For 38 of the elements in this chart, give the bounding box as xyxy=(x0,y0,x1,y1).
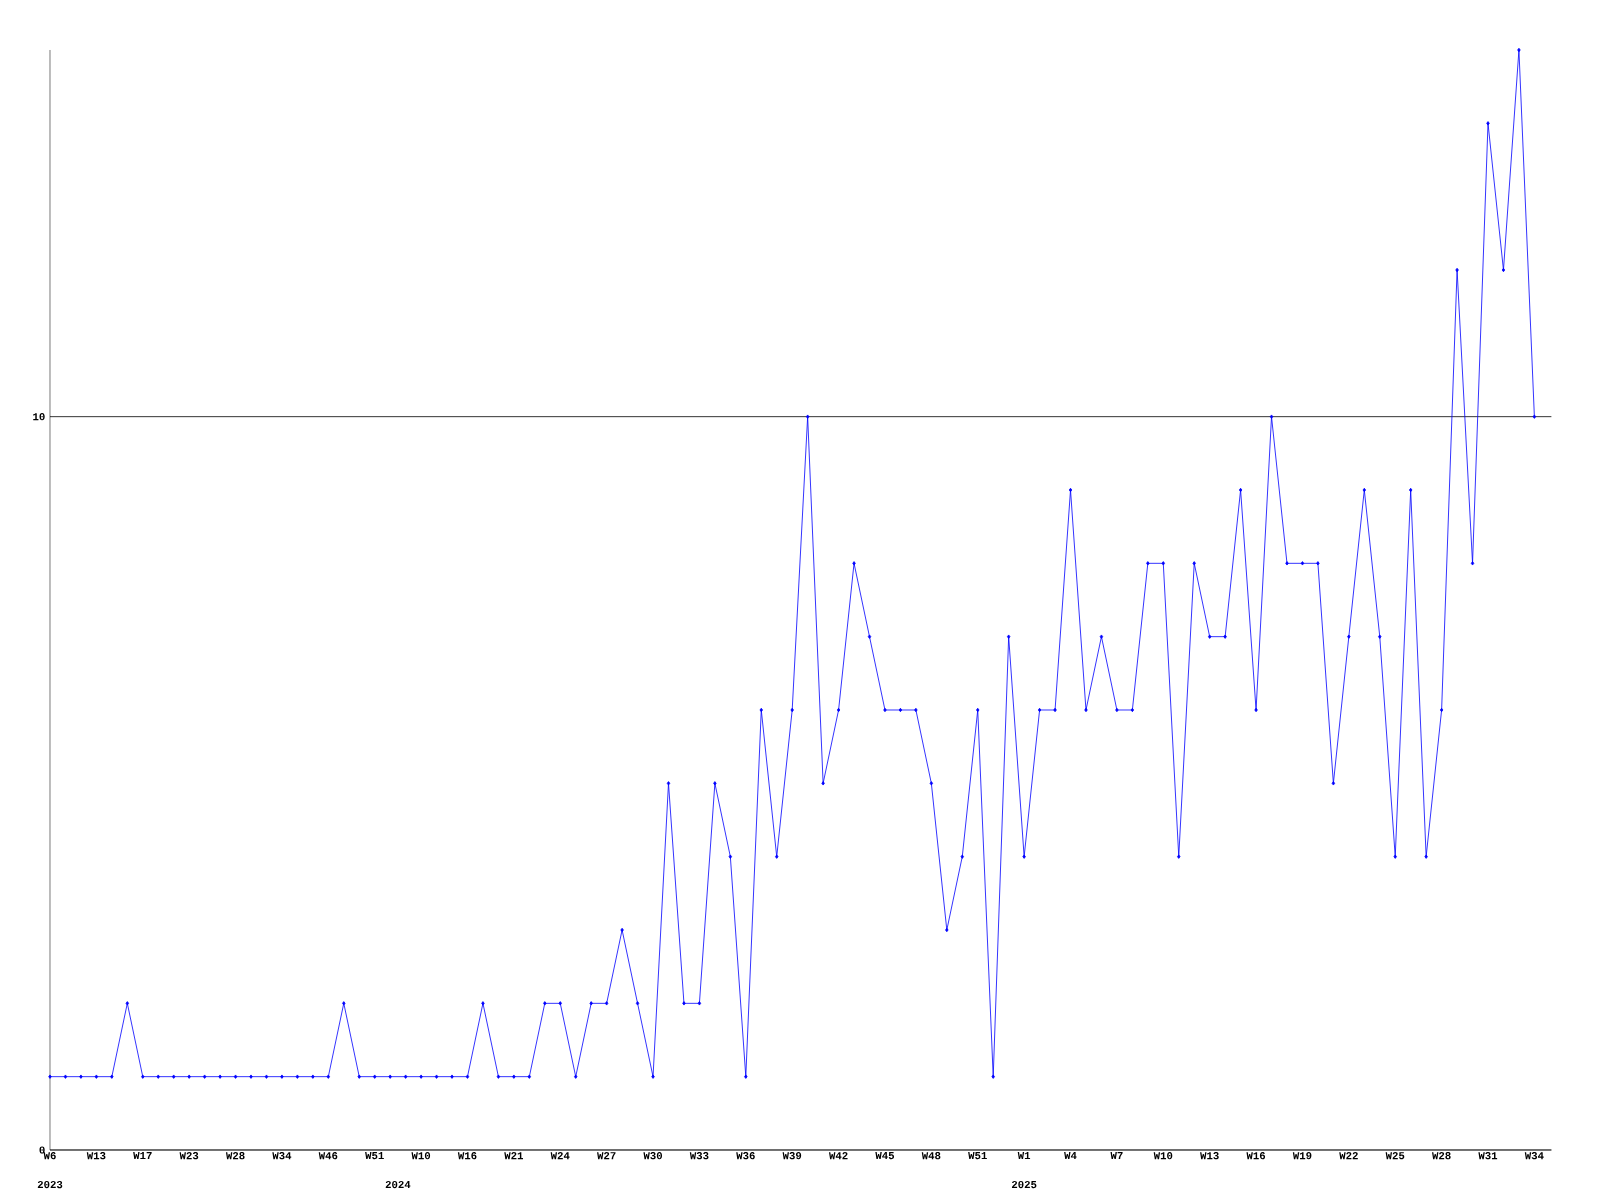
x-tick-label: W16 xyxy=(1246,1152,1266,1160)
x-tick-label: W30 xyxy=(643,1152,663,1160)
x-tick-label: W31 xyxy=(1478,1152,1498,1160)
x-tick-label: W16 xyxy=(457,1152,477,1160)
x-tick-label: W39 xyxy=(782,1152,802,1160)
x-tick-label: W1 xyxy=(1017,1152,1031,1160)
x-tick-label: W10 xyxy=(1153,1152,1173,1160)
x-tick-label: W46 xyxy=(318,1152,338,1160)
x-tick-label: W45 xyxy=(875,1152,895,1160)
y-tick-label: 0 xyxy=(39,1146,45,1154)
x-tick-label: W28 xyxy=(1432,1152,1451,1160)
text: 2025 xyxy=(1011,1180,1037,1189)
x-tick-label: W36 xyxy=(736,1152,755,1160)
x-tick-label: W6 xyxy=(43,1152,56,1160)
text: 2024 xyxy=(385,1180,411,1189)
x-tick-label: W13 xyxy=(1200,1152,1219,1160)
x-tick-label: W4 xyxy=(1064,1152,1077,1160)
text: 2023 xyxy=(37,1180,63,1189)
y-tick-label: 10 xyxy=(33,413,45,421)
x-tick-label: W25 xyxy=(1385,1152,1405,1160)
x-tick-label: W7 xyxy=(1110,1152,1123,1160)
x-tick-label: W48 xyxy=(921,1152,941,1160)
x-tick-label: W13 xyxy=(86,1152,106,1160)
x-tick-label: W21 xyxy=(504,1152,524,1160)
x-tick-label: W17 xyxy=(133,1152,152,1160)
x-tick-label: W10 xyxy=(411,1152,431,1160)
x-tick-label: W34 xyxy=(1524,1152,1544,1160)
x-tick-label: W51 xyxy=(365,1152,384,1160)
x-tick-label: W34 xyxy=(272,1152,292,1160)
x-tick-label: W24 xyxy=(550,1152,570,1160)
x-tick-label: W51 xyxy=(968,1152,987,1160)
x-tick-label: W42 xyxy=(828,1152,848,1160)
x-tick-label: W23 xyxy=(179,1152,199,1160)
x-tick-label: W27 xyxy=(597,1152,616,1160)
x-tick-label: W33 xyxy=(689,1152,709,1160)
x-tick-label: W19 xyxy=(1292,1152,1312,1160)
x-tick-label: W22 xyxy=(1339,1152,1358,1160)
x-tick-label: W28 xyxy=(225,1152,245,1160)
